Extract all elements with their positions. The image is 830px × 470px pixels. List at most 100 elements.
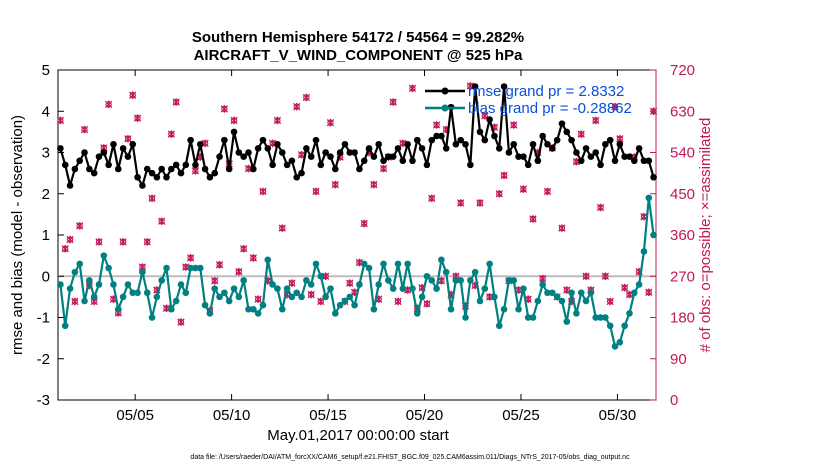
bias-point [264, 256, 272, 264]
rmse-point [645, 157, 653, 165]
rmse-point [129, 140, 137, 148]
rmse-point [544, 140, 551, 148]
bias-point [71, 268, 79, 276]
rmse-point [221, 136, 228, 144]
rmse-point [124, 153, 132, 160]
bias-point [331, 310, 339, 317]
bias-point [143, 289, 151, 297]
bias-point [452, 277, 460, 284]
bias-point [240, 277, 247, 284]
obs-assimilated-marker [495, 189, 503, 198]
rmse-point [148, 169, 156, 177]
y-tick-label: 3 [42, 145, 50, 162]
obs-assimilated-marker [235, 267, 243, 276]
bias-point [399, 285, 407, 292]
rmse-point [597, 161, 604, 169]
obs-assimilated-marker [211, 277, 219, 285]
obs-assimilated-marker [254, 295, 262, 303]
rmse-point [245, 149, 252, 156]
bias-point [442, 268, 450, 276]
series-points [57, 83, 657, 350]
obs-assimilated-marker [158, 217, 166, 226]
rmse-point [375, 140, 383, 148]
rmse-point [114, 165, 122, 173]
rmse-point [582, 145, 590, 152]
obs-assimilated-marker [394, 297, 402, 306]
rmse-point [573, 149, 580, 156]
rmse-point [240, 153, 247, 160]
bias-point [61, 322, 69, 330]
bias-point [356, 281, 363, 288]
x-axis-label: May.01,2017 00:00:00 start [267, 427, 449, 444]
rmse-point [486, 116, 493, 123]
obs-assimilated-marker [104, 100, 113, 109]
rmse-point [471, 83, 479, 90]
obs-assimilated-marker [326, 118, 335, 127]
bias-point [481, 285, 489, 292]
obs-assimilated-marker [71, 297, 79, 306]
rmse-point [259, 136, 267, 144]
bias-point [114, 305, 122, 313]
obs-assimilated-marker [230, 116, 238, 125]
obs-assimilated-marker [606, 297, 614, 306]
bias-point [476, 297, 484, 305]
rmse-point [201, 165, 209, 173]
rmse-point [134, 173, 141, 181]
obs-assimilated-marker [249, 254, 257, 262]
obs-assimilated-marker [220, 105, 229, 113]
bias-point [404, 260, 411, 268]
bias-point [413, 310, 421, 317]
bias-point [635, 281, 643, 288]
rmse-point [505, 149, 513, 156]
rmse-point [394, 145, 402, 152]
bias-point [582, 297, 590, 305]
rmse-point [81, 149, 88, 156]
bias-point [592, 314, 600, 321]
obs-assimilated-marker [61, 244, 69, 253]
rmse-point [250, 165, 257, 173]
rmse-point [650, 173, 657, 181]
x-tick-label: 05/25 [502, 407, 540, 424]
bias-point [307, 281, 315, 288]
obs-assimilated-marker [649, 107, 658, 116]
rmse-point [351, 149, 358, 156]
y-tick-label: -3 [37, 392, 50, 409]
rmse-point [235, 149, 243, 156]
bias-point [81, 297, 88, 305]
obs-assimilated-marker [645, 288, 653, 297]
chart-title-line1: Southern Hemisphere 54172 / 54564 = 99.2… [192, 29, 524, 46]
bias-point [418, 293, 426, 301]
x-tick-label: 05/30 [599, 407, 637, 424]
bias-point [250, 305, 257, 313]
bias-point [124, 281, 132, 288]
rmse-point [491, 132, 498, 140]
bias-point [57, 281, 64, 288]
obs-assimilated-marker [611, 102, 619, 111]
y-axis-label: rmse and bias (model - observation) [9, 115, 26, 355]
y-right-tick-label: 450 [670, 186, 695, 203]
obs-assimilated-marker [529, 215, 537, 223]
bias-point [558, 297, 566, 305]
rmse-point [163, 173, 170, 181]
bias-point [211, 285, 219, 292]
bias-point [606, 322, 614, 330]
rmse-line [59, 85, 655, 187]
y-tick-label: 5 [42, 62, 50, 79]
rmse-point [380, 157, 387, 165]
bias-point [621, 322, 628, 330]
rmse-point [211, 169, 219, 177]
rmse-point [230, 128, 238, 136]
bias-point [351, 301, 358, 309]
bias-point [534, 297, 542, 305]
obs-assimilated-marker [408, 84, 417, 93]
bias-point [221, 289, 228, 297]
rmse-point [322, 149, 329, 156]
y-tick-label: 2 [42, 186, 50, 203]
rmse-point [356, 165, 363, 173]
rmse-point [563, 128, 571, 136]
bias-point [529, 314, 537, 321]
rmse-point [254, 145, 262, 152]
rmse-point [61, 161, 69, 169]
bias-point [375, 281, 383, 288]
bias-point [269, 281, 276, 288]
